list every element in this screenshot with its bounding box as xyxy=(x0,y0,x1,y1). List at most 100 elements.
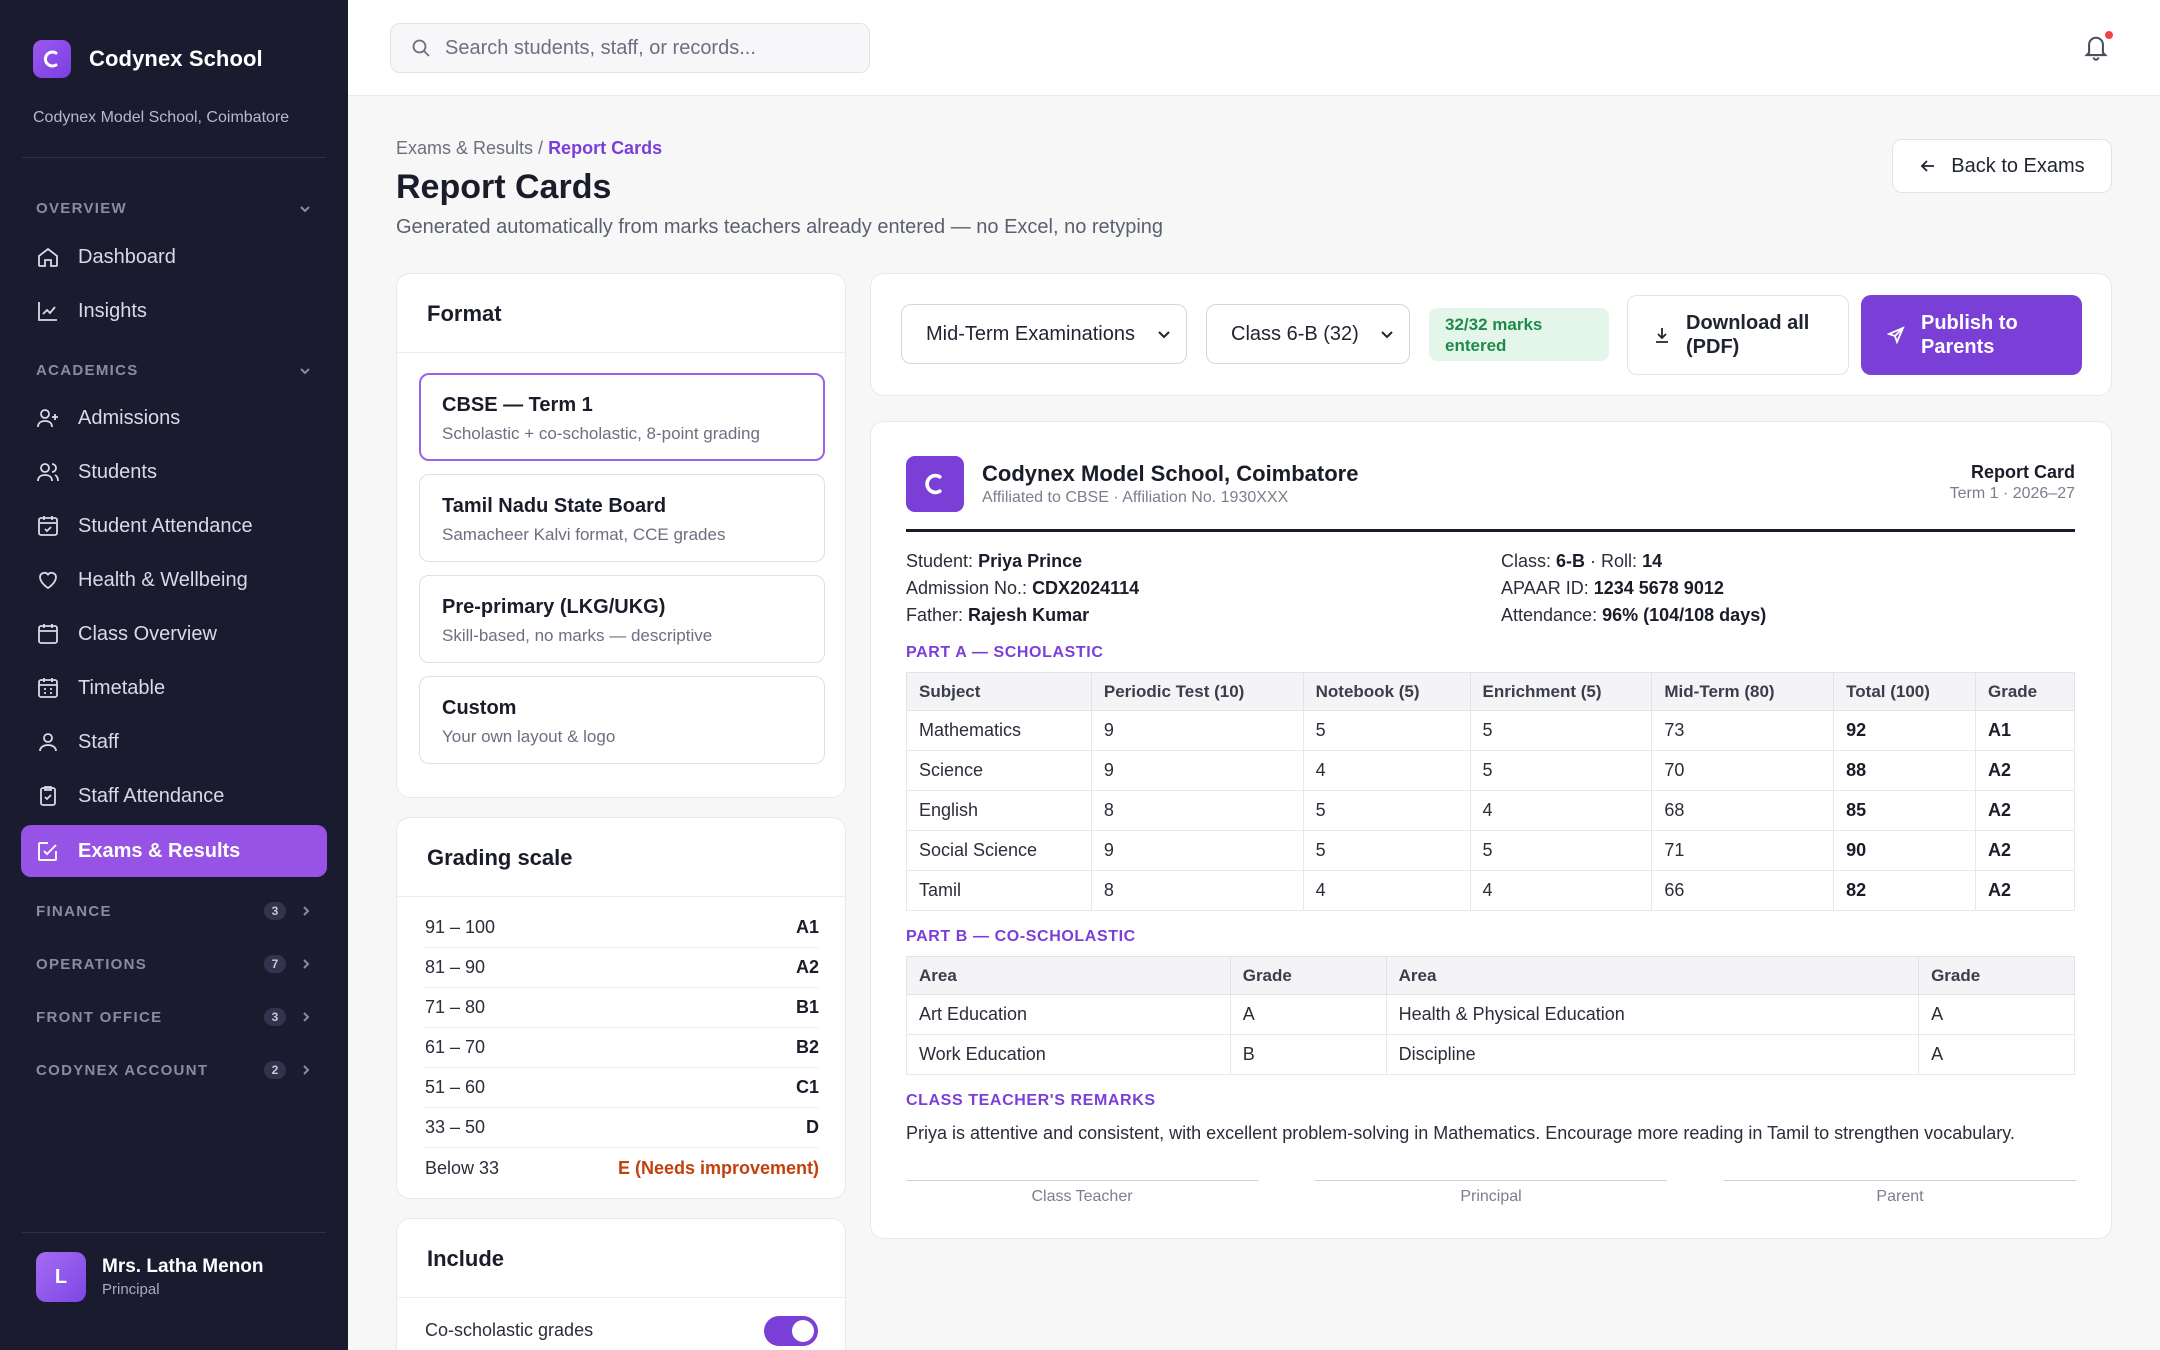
download-icon xyxy=(1656,328,1668,343)
table-header-row: Subject Periodic Test (10) Notebook (5) … xyxy=(906,672,2075,711)
sidebar-item-label: Timetable xyxy=(78,676,166,699)
roll-value: 14 xyxy=(1642,551,1663,571)
grade-value: C1 xyxy=(795,1077,819,1097)
sidebar-item-label: Admissions xyxy=(78,406,181,429)
breadcrumb-separator: / xyxy=(533,138,549,158)
student-info-left: Student: Priya Prince Admission No.: CDX… xyxy=(906,548,1139,629)
table-row: Work Education B Discipline A xyxy=(906,1034,2075,1075)
chevron-down-icon xyxy=(1381,331,1393,339)
table-cell: Science xyxy=(906,750,1092,791)
table-cell: 85 xyxy=(1833,790,1976,831)
table-cell: Art Education xyxy=(906,994,1231,1035)
exam-select-value: Mid-Term Examinations xyxy=(926,322,1135,345)
sidebar-item-staff-attendance[interactable]: Staff Attendance xyxy=(21,770,327,822)
section-finance[interactable]: FINANCE 3 xyxy=(36,902,312,920)
signature-label-class-teacher: Class Teacher xyxy=(1031,1188,1133,1205)
section-overview[interactable]: OVERVIEW xyxy=(36,200,312,217)
student-line: Student: Priya Prince xyxy=(906,548,1139,575)
divider xyxy=(22,1232,326,1233)
table-cell: 8 xyxy=(1090,870,1304,911)
sidebar-item-timetable[interactable]: Timetable xyxy=(21,662,327,714)
grade-value: A1 xyxy=(795,917,819,937)
table-cell: 5 xyxy=(1469,750,1653,791)
report-header-rule xyxy=(906,529,2075,532)
sidebar-item-staff[interactable]: Staff xyxy=(21,716,327,768)
chevron-right-icon xyxy=(303,906,310,916)
table-row: Mathematics 9 5 5 73 92 A1 xyxy=(906,710,2075,751)
back-to-exams-button[interactable]: Back to Exams xyxy=(1892,139,2112,193)
table-cell: 5 xyxy=(1302,830,1471,871)
attendance-line: Attendance: 96% (104/108 days) xyxy=(1501,602,1766,629)
table-cell: 4 xyxy=(1302,750,1471,791)
table-cell: 5 xyxy=(1302,710,1471,751)
format-option-tn-state[interactable]: Tamil Nadu State Board Samacheer Kalvi f… xyxy=(419,474,825,562)
brand[interactable]: Codynex School xyxy=(33,40,263,78)
divider xyxy=(397,896,845,897)
format-option-cbse[interactable]: CBSE — Term 1 Scholastic + co-scholastic… xyxy=(419,373,825,461)
search-box[interactable] xyxy=(390,23,870,73)
table-cell: 73 xyxy=(1651,710,1835,751)
chevron-right-icon xyxy=(303,959,310,969)
chevron-down-icon xyxy=(1158,331,1170,339)
count-badge: 3 xyxy=(264,902,286,920)
send-icon xyxy=(1887,326,1905,344)
sidebar-item-label: Health & Wellbeing xyxy=(78,568,248,591)
download-all-pdf-button[interactable]: Download all (PDF) xyxy=(1627,295,1849,375)
table-row: Tamil 8 4 4 66 82 A2 xyxy=(906,870,2075,911)
format-option-pre-primary[interactable]: Pre-primary (LKG/UKG) Skill-based, no ma… xyxy=(419,575,825,663)
publish-to-parents-button[interactable]: Publish to Parents xyxy=(1861,295,2082,375)
chevron-right-icon xyxy=(303,1012,310,1022)
section-operations[interactable]: OPERATIONS 7 xyxy=(36,955,312,973)
grade-row: 71 – 80 B1 xyxy=(425,988,819,1028)
report-school-name: Codynex Model School, Coimbatore xyxy=(982,461,1359,486)
section-front-office[interactable]: FRONT OFFICE 3 xyxy=(36,1008,312,1026)
sidebar-item-student-attendance[interactable]: Student Attendance xyxy=(21,500,327,552)
breadcrumb-current[interactable]: Report Cards xyxy=(548,138,663,158)
sidebar-item-class-overview[interactable]: Class Overview xyxy=(21,608,327,660)
table-cell: A xyxy=(1918,994,2075,1035)
format-option-custom[interactable]: Custom Your own layout & logo xyxy=(419,676,825,764)
users-icon xyxy=(37,463,59,482)
count-badge: 7 xyxy=(264,955,286,973)
signature-line xyxy=(906,1180,1258,1181)
format-option-desc: Skill-based, no marks — descriptive xyxy=(442,626,713,645)
school-logo-icon xyxy=(906,456,964,512)
user-profile[interactable]: L Mrs. Latha Menon Principal xyxy=(36,1252,264,1302)
sidebar-item-dashboard[interactable]: Dashboard xyxy=(21,231,327,283)
page-title: Report Cards xyxy=(396,168,612,206)
breadcrumb: Exams & Results / Report Cards xyxy=(396,138,662,159)
sidebar-item-exams-results[interactable]: Exams & Results xyxy=(21,825,327,877)
page-subtitle: Generated automatically from marks teach… xyxy=(396,216,1164,238)
notifications-button[interactable] xyxy=(2082,31,2113,67)
class-value: 6-B xyxy=(1556,551,1586,571)
section-codynex-account[interactable]: CODYNEX ACCOUNT 2 xyxy=(36,1061,312,1079)
exam-select[interactable]: Mid-Term Examinations xyxy=(901,304,1187,364)
co-scholastic-toggle[interactable] xyxy=(764,1316,818,1346)
sidebar-item-insights[interactable]: Insights xyxy=(21,285,327,337)
teacher-remarks: Priya is attentive and consistent, with … xyxy=(906,1123,2015,1143)
table-cell: Discipline xyxy=(1385,1034,1920,1075)
label: · Roll: xyxy=(1585,551,1638,571)
card-title: Include xyxy=(427,1246,505,1271)
label: Father: xyxy=(906,605,964,625)
table-cell: English xyxy=(906,790,1092,831)
class-select[interactable]: Class 6-B (32) xyxy=(1206,304,1410,364)
table-cell: Social Science xyxy=(906,830,1092,871)
search-input[interactable] xyxy=(445,36,845,60)
column-header: Area xyxy=(1385,956,1920,995)
grade-range: 33 – 50 xyxy=(425,1117,486,1137)
sidebar-item-label: Class Overview xyxy=(78,622,217,645)
sidebar-item-label: Student Attendance xyxy=(78,514,253,537)
arrow-left-icon xyxy=(1921,160,1935,172)
sidebar-item-students[interactable]: Students xyxy=(21,446,327,498)
user-plus-icon xyxy=(37,409,58,428)
sidebar-item-admissions[interactable]: Admissions xyxy=(21,392,327,444)
sidebar-item-health[interactable]: Health & Wellbeing xyxy=(21,554,327,606)
table-cell: 4 xyxy=(1302,870,1471,911)
section-academics[interactable]: ACADEMICS xyxy=(36,362,312,379)
table-cell: 90 xyxy=(1833,830,1976,871)
card-title: Grading scale xyxy=(427,845,573,870)
sidebar-item-label: Staff Attendance xyxy=(78,784,225,807)
breadcrumb-parent[interactable]: Exams & Results xyxy=(396,138,534,158)
marks-status-badge: 32/32 marks entered xyxy=(1429,308,1609,361)
